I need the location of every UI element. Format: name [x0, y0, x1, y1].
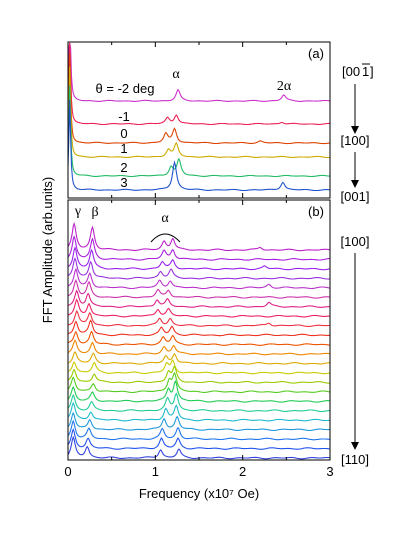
- angle-label-3: 1: [120, 141, 127, 156]
- panel-b-series-11: [67, 339, 331, 356]
- y-axis-label: FFT Amplitude (arb.units): [40, 177, 55, 323]
- angle-label-5: 3: [120, 175, 127, 190]
- arrow-a2-head: [351, 180, 359, 188]
- panel-b-series-5: [67, 278, 331, 299]
- arrow-b-head: [351, 442, 359, 450]
- direction-label-100-a: [100]: [341, 133, 370, 148]
- panel-b-series-0: [67, 221, 331, 252]
- beta-annotation: β: [91, 205, 98, 220]
- panel-b-series-14: [67, 365, 331, 384]
- direction-label-001bar-part3: ]: [370, 64, 374, 79]
- panel-b-series-16: [67, 379, 331, 403]
- x-tick-label-1: 1: [152, 464, 159, 479]
- panel-b-series-7: [67, 298, 330, 318]
- x-tick-label-0: 0: [64, 464, 71, 479]
- panel-b-series-19: [67, 411, 330, 432]
- panel-b-series-17: [67, 392, 330, 413]
- panel-b-series-1: [67, 234, 330, 261]
- panel-b-series-10: [67, 330, 331, 346]
- x-tick-label-2: 2: [239, 464, 246, 479]
- panel-a-frame: [67, 41, 331, 199]
- panel-a-series-0: [67, 42, 331, 102]
- panel-a-series-2: [67, 53, 331, 145]
- x-tick-label-3: 3: [326, 464, 333, 479]
- gamma-annotation: γ: [74, 204, 81, 219]
- panel-a-series-5: [67, 99, 331, 192]
- direction-label-001: [001]: [341, 189, 370, 204]
- panel-a-series-1: [67, 42, 330, 126]
- direction-label-100-b: [100]: [341, 234, 370, 249]
- alpha-annotation-b: α: [161, 211, 169, 226]
- direction-label-001bar-part2: 1: [362, 64, 369, 79]
- x-axis-label: Frequency (x10⁷ Oe): [139, 486, 259, 501]
- panel-b-series-15: [67, 371, 331, 394]
- two-alpha-annotation: 2α: [277, 79, 292, 94]
- direction-label-001bar-part1: [00: [342, 64, 360, 79]
- alpha-annotation: α: [172, 67, 180, 82]
- panel-a-series-3: [67, 66, 331, 159]
- panel-b-series-18: [67, 401, 330, 422]
- angle-header-label: θ = -2 deg: [96, 81, 155, 96]
- panel-b-series-9: [67, 319, 331, 337]
- panel-b-series-6: [67, 289, 330, 308]
- panel-a: θ = -2 deg -1 01 23 α 2α: [67, 42, 331, 192]
- panel-b-series-13: [67, 359, 331, 375]
- panel-a-label: (a): [308, 46, 324, 61]
- angle-label-1: -1: [118, 109, 130, 124]
- angle-label-2: 0: [120, 126, 127, 141]
- arrow-a1-head: [351, 126, 359, 134]
- angle-label-4: 2: [120, 160, 127, 175]
- panel-a-series-4: [67, 85, 330, 178]
- panel-b-label: (b): [308, 204, 324, 219]
- panel-b-series-2: [67, 246, 331, 271]
- panel-b-series-12: [67, 350, 331, 365]
- panel-b-series-3: [67, 257, 330, 280]
- panel-b-series-8: [67, 309, 331, 327]
- alpha-bracket: [150, 233, 181, 243]
- panel-b-series-21: [67, 428, 331, 450]
- panel-b-series-20: [67, 419, 330, 441]
- direction-label-110: [110]: [341, 452, 369, 467]
- panel-b-series-4: [67, 267, 331, 290]
